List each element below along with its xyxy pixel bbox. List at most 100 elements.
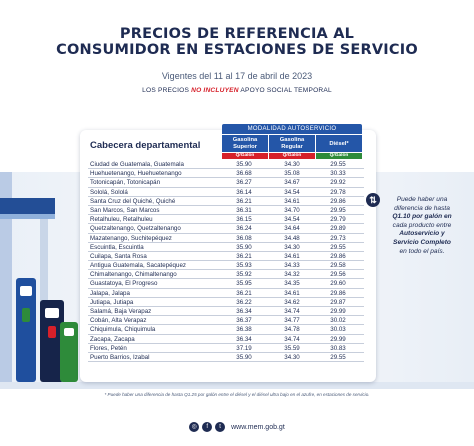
diesel-price: 29.86: [330, 197, 346, 205]
gasolina-regular-price: 34.74: [284, 308, 300, 315]
gasolina-superior-price: 36.34: [236, 308, 252, 315]
gasolina-superior-price: 35.95: [236, 280, 252, 288]
table-row: Santa Cruz del Quiché, Quiché 36.21 34.61 2…: [88, 197, 364, 206]
price-table-rows: Ciudad de Guatemala, Guatemala 35.90 34.30…: [88, 160, 364, 363]
twitter-icon[interactable]: t: [215, 422, 226, 432]
department-name: Chiquimula, Chiquimula: [90, 326, 156, 334]
diesel-price: 29.78: [330, 188, 346, 196]
diesel-price: 29.55: [330, 243, 346, 251]
gasolina-superior-price: 35.92: [236, 271, 252, 279]
department-name: Santa Cruz del Quiché, Quiché: [90, 197, 176, 205]
gasolina-regular-price: 34.61: [284, 197, 300, 205]
diesel-price: 29.99: [330, 335, 346, 343]
gasolina-superior-price: 36.24: [236, 225, 252, 233]
diesel-price: 29.55: [330, 161, 346, 168]
department-name: Retalhuleu, Retalhuleu: [90, 216, 153, 224]
table-row: Guastatoya, El Progreso 35.95 34.35 29.60: [88, 279, 364, 289]
table-row: Jutiapa, Jutiapa 36.22 34.62 29.87: [88, 298, 364, 307]
station-canopy-trim: [0, 214, 55, 219]
gasolina-regular-price: 34.61: [284, 252, 300, 260]
diesel-price: 30.02: [330, 317, 346, 325]
unit-regular: Q/Galón: [269, 153, 315, 159]
table-row: San Marcos, San Marcos 36.31 34.70 29.95: [88, 206, 364, 216]
department-name: Puerto Barrios, Izabal: [90, 353, 150, 361]
facebook-icon[interactable]: f: [202, 422, 213, 432]
table-row: Zacapa, Zacapa 36.34 34.74 29.99: [88, 335, 364, 344]
notice-highlight: NO INCLUYEN: [191, 87, 239, 94]
table-row: Mazatenango, Suchitepéquez 36.08 34.48 29.7…: [88, 234, 364, 243]
fuel-header-diesel: Diésel*: [316, 135, 362, 152]
gasolina-superior-price: 36.68: [236, 170, 252, 178]
gasolina-regular-price: 34.62: [284, 298, 300, 306]
gasolina-superior-price: 36.21: [236, 197, 252, 205]
diesel-price: 29.92: [330, 179, 346, 187]
table-row: Retalhuleu, Retalhuleu 36.15 34.54 29.79: [88, 215, 364, 225]
fuel-pump-blue-icon: [16, 278, 36, 382]
department-name: Zacapa, Zacapa: [90, 335, 135, 343]
table-row: Quetzaltenango, Quetzaltenango 36.24 34.64…: [88, 224, 364, 234]
department-name: Jalapa, Jalapa: [90, 289, 130, 297]
gasolina-regular-price: 34.54: [284, 188, 300, 196]
table-row: Cobán, Alta Verapaz 36.37 34.77 30.02: [88, 316, 364, 326]
gasolina-superior-price: 36.21: [236, 252, 252, 260]
table-row: Chiquimula, Chiquimula 36.38 34.78 30.03: [88, 325, 364, 335]
department-name: Sololá, Sololá: [90, 188, 128, 196]
diesel-price: 30.33: [330, 170, 346, 178]
ground-line: [0, 382, 474, 389]
diesel-price: 30.03: [330, 326, 346, 334]
department-name: Antigua Guatemala, Sacatepéquez: [90, 262, 186, 270]
gasolina-regular-price: 34.30: [284, 353, 300, 361]
price-difference-icon: ⇅: [366, 193, 380, 207]
title-line-1: PRECIOS DE REFERENCIA AL: [119, 26, 355, 42]
gasolina-regular-price: 34.35: [284, 280, 300, 288]
diesel-price: 30.83: [330, 344, 346, 352]
unit-superior: Q/Galón: [222, 153, 268, 159]
station-canopy: [0, 198, 55, 214]
gasolina-superior-price: 35.93: [236, 262, 252, 270]
table-row: Puerto Barrios, Izabal 35.90 34.30 29.55: [88, 353, 364, 363]
diesel-price: 29.58: [330, 262, 346, 270]
fuel-header-superior: Gasolina Superior: [222, 135, 268, 152]
department-name: Huehuetenango, Huehuetenango: [90, 170, 182, 178]
diesel-price: 29.73: [330, 234, 346, 242]
gasolina-superior-price: 36.21: [236, 289, 252, 297]
department-name: Flores, Petén: [90, 344, 127, 352]
diesel-price: 29.86: [330, 252, 346, 260]
gasolina-superior-price: 36.22: [236, 298, 252, 306]
price-table-card: [80, 130, 376, 382]
department-name: Ciudad de Guatemala, Guatemala: [90, 161, 184, 168]
gasolina-regular-price: 34.48: [284, 234, 300, 242]
table-row: Sololá, Sololá 36.14 34.54 29.78: [88, 188, 364, 197]
notice-post: APOYO SOCIAL TEMPORAL: [240, 87, 332, 94]
diesel-footnote: * Puede haber una diferencia de hasta Q1…: [104, 392, 370, 397]
station-pole: [40, 219, 48, 369]
gasolina-regular-price: 34.78: [284, 326, 300, 334]
table-row: Salamá, Baja Verapaz 36.34 34.74 29.99: [88, 307, 364, 317]
gasolina-regular-price: 34.74: [284, 335, 300, 343]
gasolina-regular-price: 34.54: [284, 216, 300, 224]
gasolina-regular-price: 34.77: [284, 317, 300, 325]
gasolina-superior-price: 36.37: [236, 317, 252, 325]
table-row: Totonicapán, Totonicapán 36.27 34.67 29.92: [88, 178, 364, 188]
diesel-price: 29.56: [330, 271, 346, 279]
gasolina-regular-price: 34.70: [284, 206, 300, 214]
gasolina-regular-price: 34.64: [284, 225, 300, 233]
fuel-pump-green-icon: [60, 322, 78, 382]
gasolina-superior-price: 37.19: [236, 344, 252, 352]
instagram-icon[interactable]: ◎: [189, 422, 200, 432]
table-row: Chimaltenango, Chimaltenango 35.92 34.32 29…: [88, 270, 364, 280]
page-title: PRECIOS DE REFERENCIA AL CONSUMIDOR EN E…: [0, 26, 474, 58]
validity-dates: Vigentes del 11 al 17 de abril de 2023: [161, 71, 313, 81]
department-name: Quetzaltenango, Quetzaltenango: [90, 225, 181, 233]
website-link[interactable]: www.mem.gob.gt: [231, 423, 285, 431]
diesel-price: 29.87: [330, 298, 346, 306]
department-name: Chimaltenango, Chimaltenango: [90, 271, 177, 279]
gasolina-superior-price: 35.90: [236, 161, 252, 168]
diesel-price: 29.79: [330, 216, 346, 224]
footer: ◎ f t www.mem.gob.gt: [0, 422, 474, 432]
gasolina-superior-price: 36.38: [236, 326, 252, 334]
diesel-price: 29.55: [330, 353, 346, 361]
table-row: Escuintla, Escuintla 35.90 34.30 29.55: [88, 243, 364, 252]
department-name: Mazatenango, Suchitepéquez: [90, 234, 172, 242]
gasolina-superior-price: 36.14: [236, 188, 252, 196]
